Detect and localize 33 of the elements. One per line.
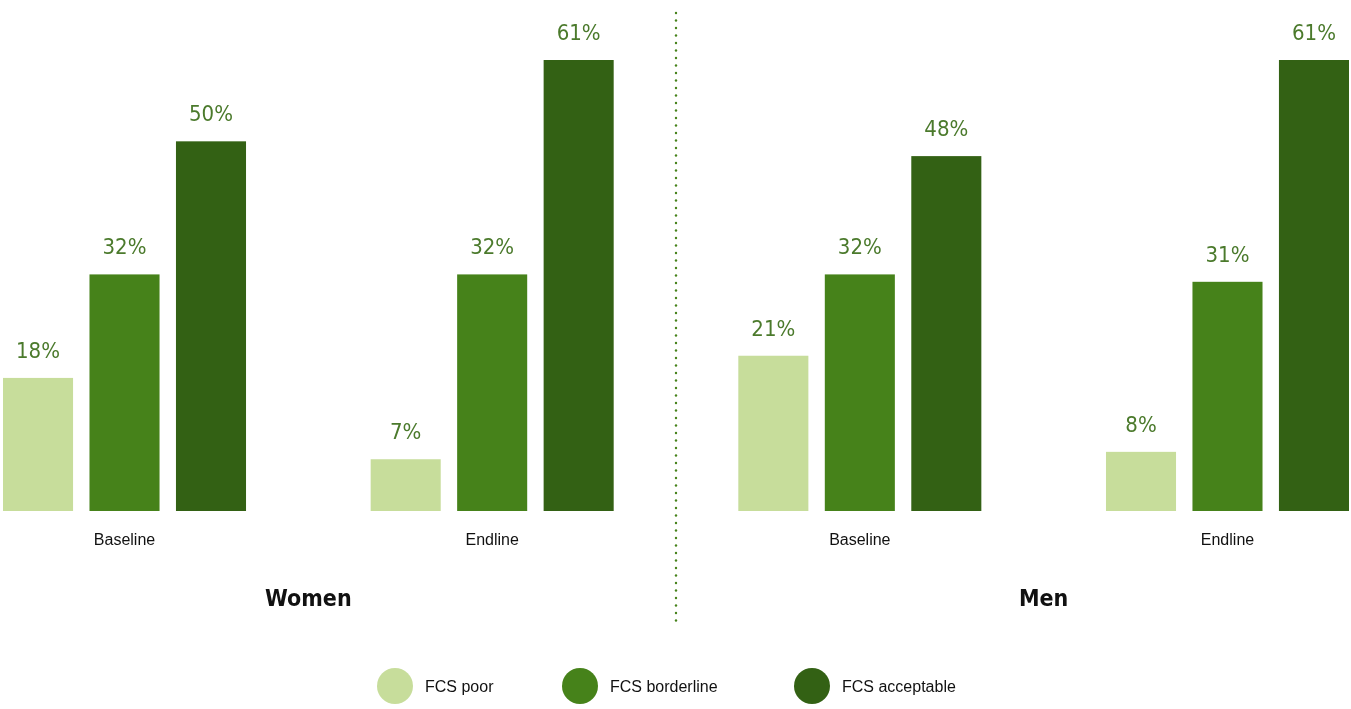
bar bbox=[457, 274, 528, 511]
legend-label: FCS poor bbox=[425, 678, 495, 695]
text: Men bbox=[1018, 585, 1069, 611]
data-label: 61% bbox=[1291, 20, 1336, 45]
bar bbox=[3, 377, 74, 511]
data-label: 32% bbox=[102, 234, 147, 260]
data-label: 8% bbox=[1125, 411, 1157, 437]
bar bbox=[824, 274, 895, 511]
bar bbox=[175, 141, 247, 511]
legend-label: FCS borderline bbox=[610, 678, 718, 695]
data-label: 48% bbox=[924, 116, 969, 142]
text: Women bbox=[265, 585, 352, 611]
data-label: 18% bbox=[16, 337, 61, 363]
data-label: 32% bbox=[837, 234, 882, 260]
bar bbox=[89, 274, 160, 511]
bar bbox=[1192, 281, 1263, 511]
legend-label: FCS acceptable bbox=[842, 678, 956, 695]
bar bbox=[1105, 451, 1177, 511]
bar bbox=[543, 60, 614, 511]
data-label: 32% bbox=[470, 234, 515, 260]
x-tick-label: Baseline bbox=[829, 531, 891, 548]
data-label: 7% bbox=[389, 419, 422, 445]
bar bbox=[911, 156, 982, 511]
x-tick-label: Endline bbox=[465, 531, 519, 548]
data-label: 61% bbox=[556, 20, 601, 45]
bar bbox=[738, 355, 809, 511]
bar bbox=[370, 459, 441, 511]
data-label: 31% bbox=[1205, 241, 1250, 267]
x-tick-label: Endline bbox=[1200, 531, 1255, 548]
bar bbox=[1278, 60, 1349, 511]
x-tick-label: Baseline bbox=[93, 531, 156, 548]
data-label: 21% bbox=[751, 315, 796, 341]
data-label: 50% bbox=[189, 101, 233, 127]
